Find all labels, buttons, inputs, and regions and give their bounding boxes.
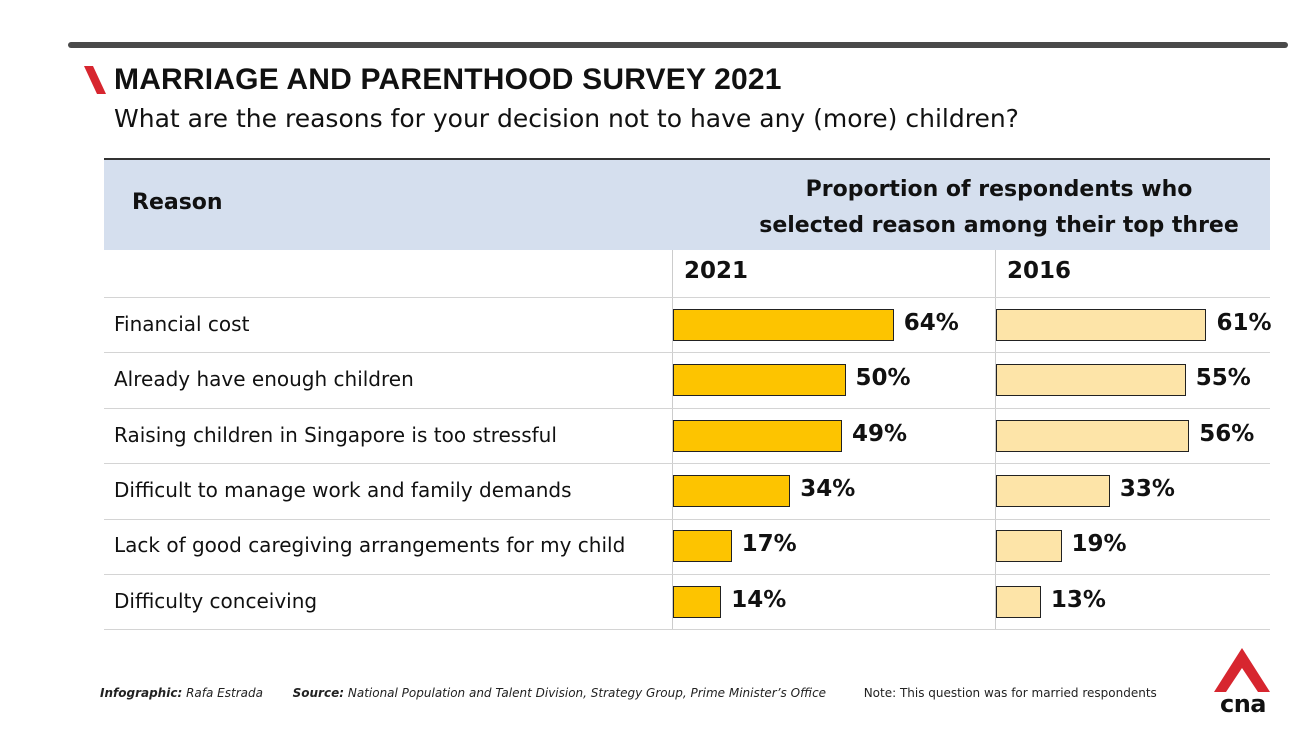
- bar-2016-already-have-enough-children: [996, 364, 1186, 397]
- row-divider: [104, 518, 1270, 520]
- survey-table: Reason Proportion of respondents who sel…: [104, 158, 1272, 631]
- bar-2021-already-have-enough-children: [673, 364, 846, 397]
- bar-2016-difficult-to-manage-work-and-family-demands: [996, 474, 1110, 507]
- row-divider: [104, 629, 1270, 631]
- year-label-2016: 2016: [1007, 258, 1072, 284]
- footer: Infographic: Rafa Estrada Source: Nation…: [100, 686, 1157, 700]
- proportion-header-line2: selected reason among their top three: [759, 213, 1239, 238]
- bar-2016-raising-children-in-singapore-is-too-stressful: [996, 419, 1190, 452]
- table-header: Reason Proportion of respondents who sel…: [104, 158, 1270, 250]
- chart-subtitle: What are the reasons for your decision n…: [114, 104, 1019, 133]
- bar-2021-financial-cost: [673, 308, 894, 341]
- row-divider: [104, 463, 1270, 465]
- column-divider-2016: [995, 250, 996, 630]
- proportion-column-header: Proportion of respondents who selected r…: [704, 172, 1294, 244]
- bar-label-2021-financial-cost: 64%: [903, 309, 959, 336]
- bar-label-2016-financial-cost: 61%: [1216, 309, 1272, 336]
- reason-difficult-to-manage-work-and-family-demands: Difficult to manage work and family dema…: [114, 477, 572, 502]
- bar-2021-raising-children-in-singapore-is-too-stressful: [673, 419, 843, 452]
- footer-note: Note: This question was for married resp…: [863, 686, 1157, 700]
- bar-2016-difficulty-conceiving: [996, 585, 1041, 618]
- title-accent-icon: [84, 66, 106, 94]
- title-row: MARRIAGE AND PARENTHOOD SURVEY 2021: [84, 62, 782, 98]
- infographic-credit: Rafa Estrada: [186, 686, 263, 700]
- bar-2021-lack-of-good-caregiving-arrangements-for-my-child: [673, 530, 732, 563]
- chart-title: MARRIAGE AND PARENTHOOD SURVEY 2021: [114, 63, 782, 96]
- bar-label-2016-raising-children-in-singapore-is-too-stressful: 56%: [1199, 420, 1255, 447]
- row-divider: [104, 574, 1270, 575]
- bar-2021-difficult-to-manage-work-and-family-demands: [673, 474, 791, 507]
- row-divider: [104, 297, 1270, 298]
- bar-label-2021-lack-of-good-caregiving-arrangements-for-my-child: 17%: [741, 531, 797, 558]
- row-divider: [104, 352, 1270, 354]
- source-credit: National Population and Talent Division,…: [347, 686, 827, 700]
- top-rule: [68, 42, 1288, 48]
- source-key: Source:: [292, 686, 345, 700]
- bar-2016-financial-cost: [996, 308, 1207, 341]
- column-divider-2021: [672, 250, 673, 630]
- reason-raising-children-in-singapore-is-too-stressful: Raising children in Singapore is too str…: [114, 422, 557, 447]
- infographic-key: Infographic:: [100, 686, 183, 700]
- reason-lack-of-good-caregiving-arrangements-for-my-child: Lack of good caregiving arrangements for…: [114, 533, 626, 558]
- reason-column-header: Reason: [132, 190, 223, 215]
- bar-label-2021-difficult-to-manage-work-and-family-demands: 34%: [800, 475, 856, 502]
- bar-label-2021-raising-children-in-singapore-is-too-stressful: 49%: [852, 420, 908, 447]
- bar-label-2016-lack-of-good-caregiving-arrangements-for-my-child: 19%: [1071, 531, 1127, 558]
- cna-logo-text: cna: [1219, 690, 1267, 718]
- year-label-2021: 2021: [684, 258, 749, 284]
- bar-label-2016-already-have-enough-children: 55%: [1195, 365, 1251, 392]
- reason-financial-cost: Financial cost: [114, 311, 250, 336]
- cna-logo-icon: [1214, 648, 1270, 692]
- bar-label-2021-difficulty-conceiving: 14%: [731, 586, 787, 613]
- row-divider: [104, 407, 1270, 409]
- bar-label-2021-already-have-enough-children: 50%: [855, 365, 911, 392]
- bar-label-2016-difficulty-conceiving: 13%: [1050, 586, 1106, 613]
- bar-label-2016-difficult-to-manage-work-and-family-demands: 33%: [1119, 475, 1175, 502]
- bar-2021-difficulty-conceiving: [673, 585, 722, 618]
- reason-already-have-enough-children: Already have enough children: [114, 367, 414, 392]
- proportion-header-line1: Proportion of respondents who: [805, 177, 1193, 202]
- reason-difficulty-conceiving: Difficulty conceiving: [114, 588, 318, 613]
- bar-2016-lack-of-good-caregiving-arrangements-for-my-child: [996, 530, 1062, 563]
